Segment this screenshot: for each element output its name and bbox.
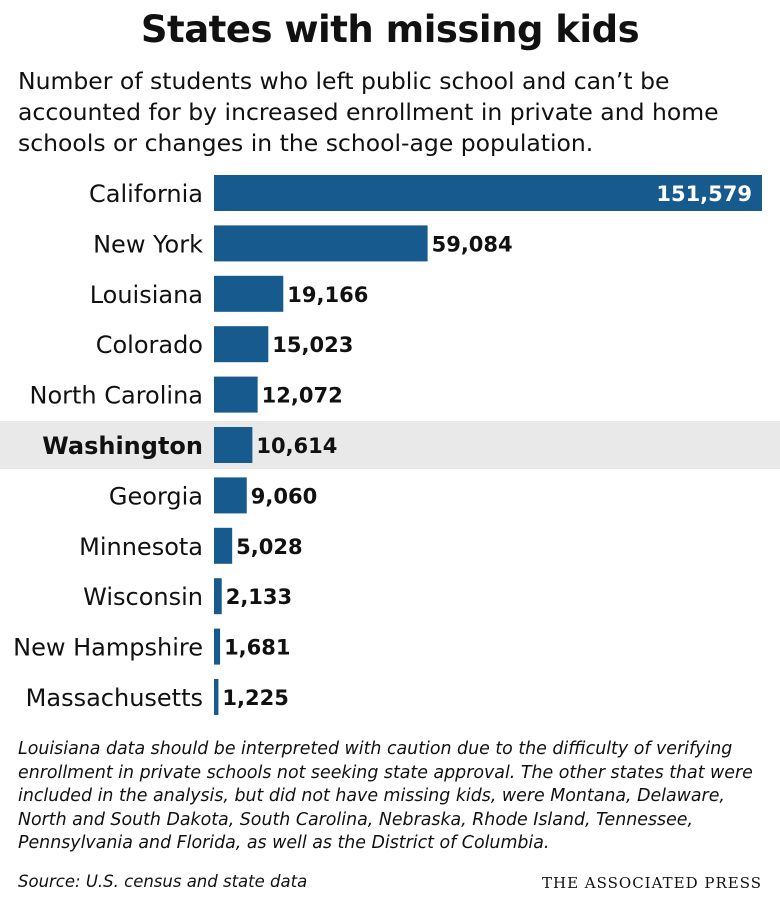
category-label: New Hampshire xyxy=(13,634,203,662)
value-label: 12,072 xyxy=(262,384,343,408)
category-label: Wisconsin xyxy=(83,583,203,611)
category-label: North Carolina xyxy=(30,382,204,410)
footnote: Louisiana data should be interpreted wit… xyxy=(18,739,753,853)
highlight-band xyxy=(0,421,780,469)
category-label: Colorado xyxy=(96,331,203,359)
bar xyxy=(214,175,762,211)
bar xyxy=(214,578,222,615)
bar xyxy=(214,527,233,564)
category-label: Louisiana xyxy=(90,281,203,309)
value-label: 19,166 xyxy=(287,283,368,307)
value-label: 151,579 xyxy=(656,182,752,206)
bar xyxy=(214,679,219,715)
bar xyxy=(214,225,428,262)
category-label: Georgia xyxy=(109,482,203,510)
bar-chart: California 151,579 New York 59,084 Louisiana… xyxy=(0,175,780,715)
value-label: 2,133 xyxy=(226,585,292,609)
chart-subtitle: Number of students who left public schoo… xyxy=(18,67,719,157)
category-label: California xyxy=(89,180,203,208)
bar xyxy=(214,427,253,463)
source-note: Source: U.S. census and state data xyxy=(18,872,308,891)
category-label: Massachusetts xyxy=(26,684,203,712)
bar xyxy=(214,326,269,363)
value-label: 5,028 xyxy=(236,535,302,559)
bar xyxy=(214,628,221,665)
category-label: Minnesota xyxy=(79,533,203,561)
category-label: Washington xyxy=(42,432,203,460)
value-label: 1,225 xyxy=(222,686,288,710)
value-label: 15,023 xyxy=(272,333,353,357)
category-label: New York xyxy=(93,230,203,258)
credit-logo: The Associated Press xyxy=(541,874,762,892)
chart-title: States with missing kids xyxy=(140,8,640,51)
bar xyxy=(214,275,284,312)
value-label: 10,614 xyxy=(256,434,337,458)
value-label: 59,084 xyxy=(432,232,513,256)
value-label: 1,681 xyxy=(224,636,290,660)
bar xyxy=(214,376,258,413)
bar xyxy=(214,477,247,514)
value-label: 9,060 xyxy=(251,484,317,508)
